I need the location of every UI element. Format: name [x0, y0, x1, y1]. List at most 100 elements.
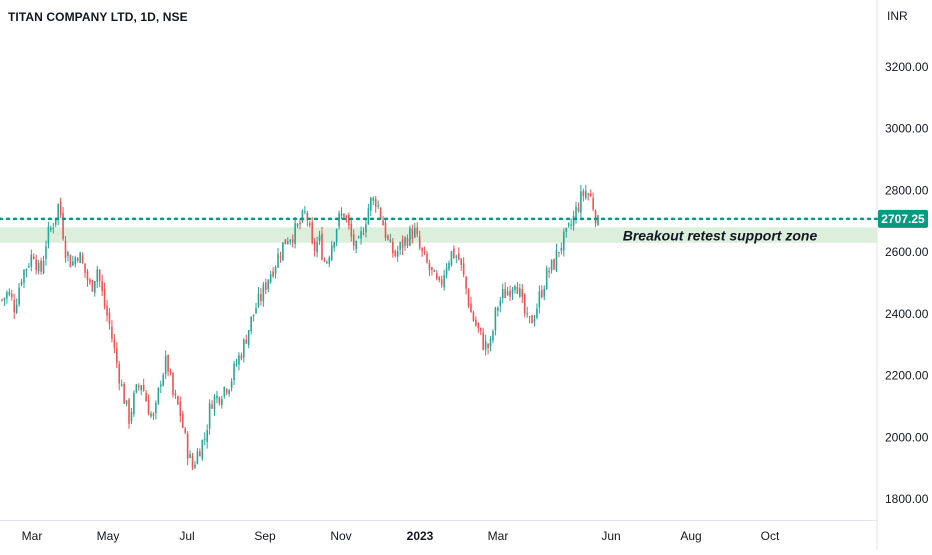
candle [333, 241, 335, 252]
candle [338, 210, 340, 230]
candle [101, 274, 103, 297]
candle [531, 314, 533, 324]
candle [460, 258, 463, 271]
candle [335, 228, 338, 247]
candle [414, 222, 416, 239]
x-tick-label: Aug [680, 529, 701, 543]
candle [203, 432, 206, 445]
candle [52, 222, 55, 234]
candle [20, 278, 23, 287]
candle [550, 259, 553, 274]
candle [536, 303, 538, 320]
candle [438, 276, 441, 283]
candle [365, 218, 367, 238]
candle [74, 255, 77, 268]
candle [514, 284, 516, 294]
candle [206, 424, 208, 449]
candle [555, 243, 558, 273]
candle [120, 379, 123, 387]
candle [94, 280, 96, 297]
candle [392, 237, 394, 258]
candle [157, 387, 160, 405]
candle [443, 269, 445, 291]
candle [118, 360, 121, 391]
candle [218, 396, 221, 406]
candle [257, 287, 260, 308]
candle [286, 237, 289, 245]
y-tick-label: 2400.00 [885, 307, 929, 321]
candle [323, 257, 326, 263]
candle [592, 192, 594, 212]
y-tick-label: 2800.00 [885, 183, 929, 197]
candle [181, 410, 184, 429]
candle [72, 255, 74, 267]
candle [482, 327, 484, 351]
candle [277, 247, 279, 269]
candle [418, 230, 421, 251]
candle [279, 251, 282, 263]
candle [394, 249, 397, 258]
candle [177, 395, 179, 406]
candle [201, 439, 204, 461]
current-price-badge: 2707.25 [878, 209, 928, 228]
candle [147, 394, 150, 416]
candle [523, 293, 526, 318]
candle [155, 400, 157, 420]
candle [411, 224, 414, 244]
candle [384, 220, 387, 241]
candle [194, 460, 196, 470]
candle [113, 334, 116, 354]
candle [225, 388, 228, 396]
y-tick-label: 3000.00 [885, 122, 929, 136]
candle [467, 288, 470, 309]
candle [269, 270, 272, 284]
candle [23, 269, 25, 289]
candle [186, 431, 189, 466]
candle [457, 247, 460, 261]
candle [299, 218, 301, 230]
candle [96, 265, 99, 288]
candle [426, 250, 428, 264]
candle [526, 306, 528, 318]
candle [553, 258, 555, 270]
candle [387, 234, 389, 241]
candle [230, 378, 233, 392]
candle [247, 329, 250, 349]
candle [541, 285, 543, 299]
candle [563, 228, 565, 257]
candle [352, 229, 355, 251]
candle [159, 380, 162, 394]
candle [28, 263, 30, 269]
candle [103, 282, 106, 310]
y-tick-label: 3200.00 [885, 60, 929, 74]
candle [570, 218, 572, 230]
candle [548, 267, 550, 278]
candle [382, 216, 384, 226]
candle [145, 390, 147, 402]
candle [189, 450, 191, 459]
candle [487, 343, 489, 355]
candle [435, 269, 438, 281]
candle [221, 395, 223, 409]
candle [479, 327, 482, 336]
candle [13, 293, 16, 320]
candle [216, 391, 218, 404]
candle [289, 239, 292, 245]
candle [421, 247, 423, 257]
candle [313, 237, 316, 257]
x-tick-label: Mar [22, 529, 43, 543]
candle [462, 257, 465, 278]
x-tick-label: May [97, 529, 120, 543]
candle [76, 256, 79, 263]
x-tick-label: Sep [254, 529, 276, 543]
candle [172, 371, 174, 398]
candle [428, 259, 431, 277]
candle [59, 197, 62, 218]
candle [179, 396, 182, 423]
candle [81, 252, 84, 264]
candle [389, 233, 392, 243]
candle [260, 287, 262, 306]
x-tick-label: Jun [601, 529, 620, 543]
